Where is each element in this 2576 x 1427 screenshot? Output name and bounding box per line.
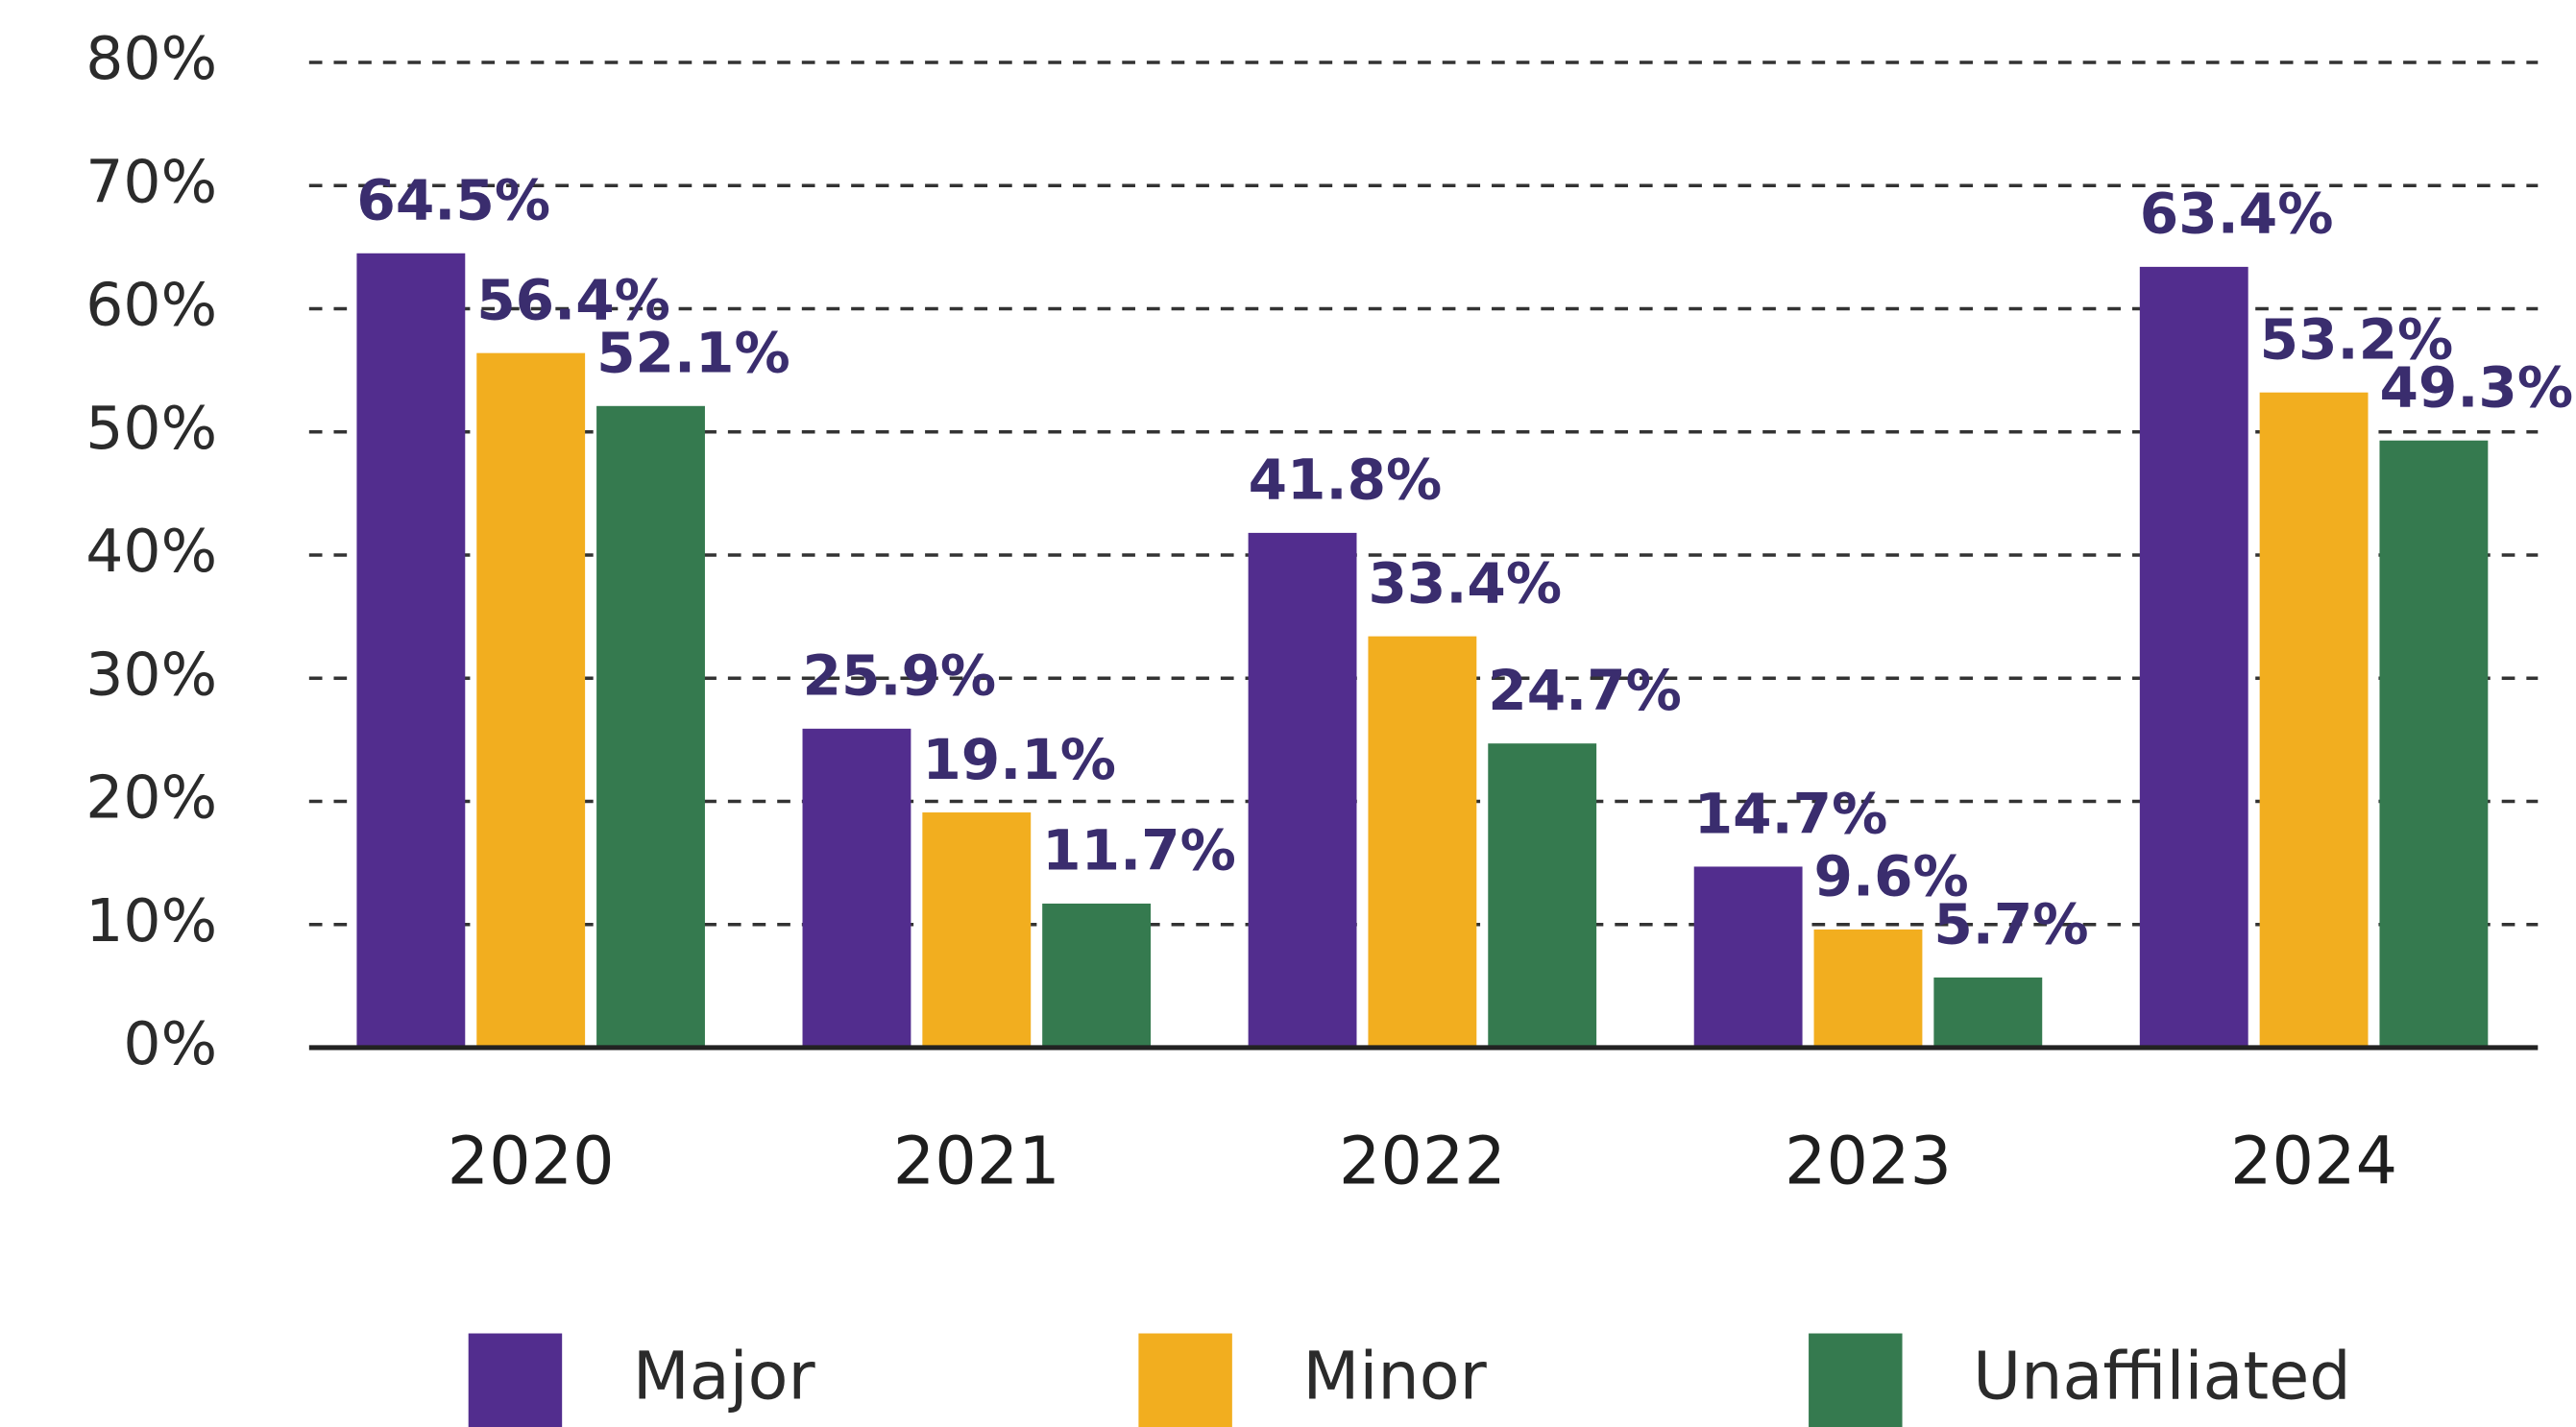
- y-tick-label: 30%: [85, 640, 217, 709]
- y-tick-label: 80%: [85, 24, 217, 93]
- x-tick-label: 2023: [1785, 1125, 1952, 1200]
- value-label: 9.6%: [1814, 844, 1969, 909]
- value-label: 53.2%: [2260, 307, 2454, 373]
- legend-swatch: [468, 1333, 563, 1427]
- value-label: 63.4%: [2140, 181, 2334, 247]
- value-label: 49.3%: [2379, 355, 2573, 421]
- bar: [1933, 977, 2043, 1048]
- bar: [802, 728, 911, 1048]
- value-label: 25.9%: [803, 643, 997, 709]
- bar: [1693, 866, 1803, 1048]
- bar: [356, 253, 466, 1048]
- value-label: 11.7%: [1042, 818, 1236, 883]
- legend-label: Minor: [1302, 1340, 1487, 1415]
- y-tick-label: 40%: [85, 517, 217, 586]
- bar: [922, 812, 1032, 1048]
- y-tick-label: 0%: [123, 1009, 217, 1078]
- y-tick-label: 10%: [85, 886, 217, 955]
- value-label: 19.1%: [922, 727, 1116, 792]
- y-tick-label: 70%: [85, 147, 217, 216]
- bar: [1488, 743, 1597, 1048]
- value-label: 5.7%: [1933, 892, 2088, 957]
- legend-swatch: [1809, 1333, 1903, 1427]
- value-label: 64.5%: [356, 168, 550, 233]
- x-tick-label: 2020: [448, 1125, 615, 1200]
- value-label: 24.7%: [1488, 658, 1682, 723]
- bar: [2139, 266, 2248, 1048]
- x-tick-label: 2024: [2230, 1125, 2397, 1200]
- value-label: 56.4%: [476, 267, 670, 332]
- legend-label: Unaffiliated: [1973, 1340, 2351, 1415]
- x-tick-label: 2022: [1339, 1125, 1506, 1200]
- value-label: 52.1%: [596, 321, 790, 386]
- bar: [2379, 440, 2489, 1048]
- bar: [596, 405, 705, 1048]
- bar: [476, 352, 586, 1048]
- value-label: 14.7%: [1694, 781, 1888, 846]
- legend-label: Major: [633, 1340, 816, 1415]
- bar: [2259, 392, 2369, 1048]
- bar: [1042, 903, 1152, 1048]
- y-tick-label: 60%: [85, 271, 217, 340]
- legend-swatch: [1138, 1333, 1232, 1427]
- bar: [1248, 532, 1357, 1048]
- value-label: 41.8%: [1249, 447, 1443, 513]
- y-tick-label: 50%: [85, 394, 217, 463]
- value-label: 33.4%: [1368, 550, 1562, 616]
- x-tick-label: 2021: [893, 1125, 1060, 1200]
- y-tick-label: 20%: [85, 763, 217, 833]
- bar: [1813, 929, 1923, 1048]
- bar: [1368, 636, 1477, 1048]
